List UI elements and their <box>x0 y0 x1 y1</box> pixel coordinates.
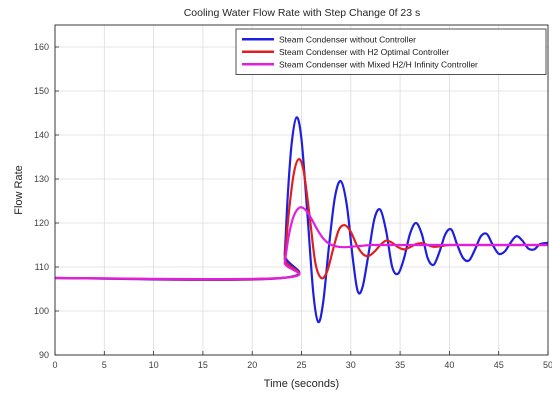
axis-ticks: 0 5 10 15 20 25 30 35 40 45 50 90 100 110 120 130 140 150… <box>34 42 552 370</box>
legend-label: Steam Condenser without Controller <box>279 34 416 44</box>
x-tick-label: 5 <box>102 360 107 370</box>
x-tick-label: 20 <box>247 360 257 370</box>
x-tick-label: 0 <box>52 360 57 370</box>
legend-box <box>235 28 547 75</box>
x-tick-label: 25 <box>296 360 306 370</box>
x-tick-label: 45 <box>494 360 504 370</box>
x-tick-label: 35 <box>395 360 405 370</box>
y-tick-label: 90 <box>39 350 49 360</box>
y-tick-label: 120 <box>34 218 49 228</box>
legend: Steam Condenser without Controller Steam … <box>235 28 547 75</box>
x-tick-label: 10 <box>149 360 159 370</box>
series-line-3 <box>55 206 548 281</box>
y-tick-label: 110 <box>35 262 49 272</box>
y-axis-title: Flow Rate <box>13 165 25 215</box>
legend-items: Steam Condenser without Controller Steam … <box>242 34 478 69</box>
series-line-1 <box>55 116 548 324</box>
x-tick-label: 15 <box>198 360 208 370</box>
legend-label: Steam Condenser with H2 Optimal Controll… <box>279 47 449 57</box>
x-tick-label: 30 <box>346 360 356 370</box>
y-tick-label: 160 <box>34 42 49 52</box>
x-tick-label: 40 <box>444 360 454 370</box>
y-tick-label: 130 <box>34 174 49 184</box>
plot-series <box>55 116 548 324</box>
x-tick-label: 50 <box>543 360 552 370</box>
chart-title: Cooling Water Flow Rate with Step Change… <box>184 7 421 19</box>
y-tick-label: 100 <box>34 306 49 316</box>
legend-label: Steam Condenser with Mixed H2/H Infinity… <box>279 59 478 69</box>
y-tick-label: 150 <box>34 86 49 96</box>
x-axis-title: Time (seconds) <box>264 378 339 390</box>
y-tick-label: 140 <box>34 130 49 140</box>
